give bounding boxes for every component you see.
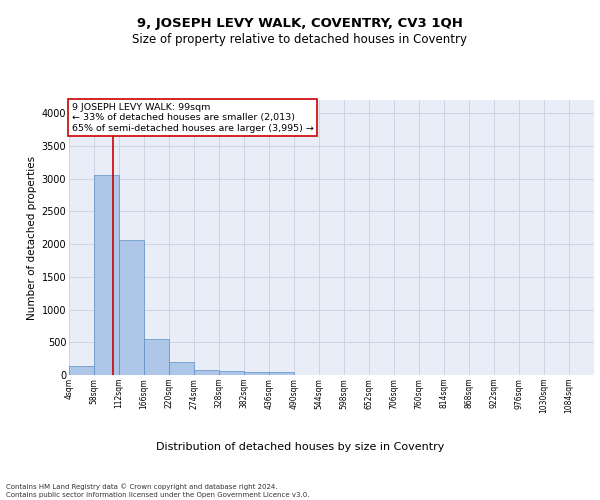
Text: 9 JOSEPH LEVY WALK: 99sqm
← 33% of detached houses are smaller (2,013)
65% of se: 9 JOSEPH LEVY WALK: 99sqm ← 33% of detac… xyxy=(71,103,314,132)
Bar xyxy=(69,366,94,375)
Text: 9, JOSEPH LEVY WALK, COVENTRY, CV3 1QH: 9, JOSEPH LEVY WALK, COVENTRY, CV3 1QH xyxy=(137,18,463,30)
Bar xyxy=(119,240,144,375)
Y-axis label: Number of detached properties: Number of detached properties xyxy=(28,156,37,320)
Text: Size of property relative to detached houses in Coventry: Size of property relative to detached ho… xyxy=(133,32,467,46)
Text: Contains HM Land Registry data © Crown copyright and database right 2024.
Contai: Contains HM Land Registry data © Crown c… xyxy=(6,484,310,498)
Bar xyxy=(94,176,119,375)
Bar xyxy=(194,370,219,375)
Bar xyxy=(269,372,294,375)
Bar xyxy=(219,372,244,375)
Bar xyxy=(244,372,269,375)
Bar xyxy=(169,362,194,375)
Bar xyxy=(144,339,169,375)
Text: Distribution of detached houses by size in Coventry: Distribution of detached houses by size … xyxy=(156,442,444,452)
